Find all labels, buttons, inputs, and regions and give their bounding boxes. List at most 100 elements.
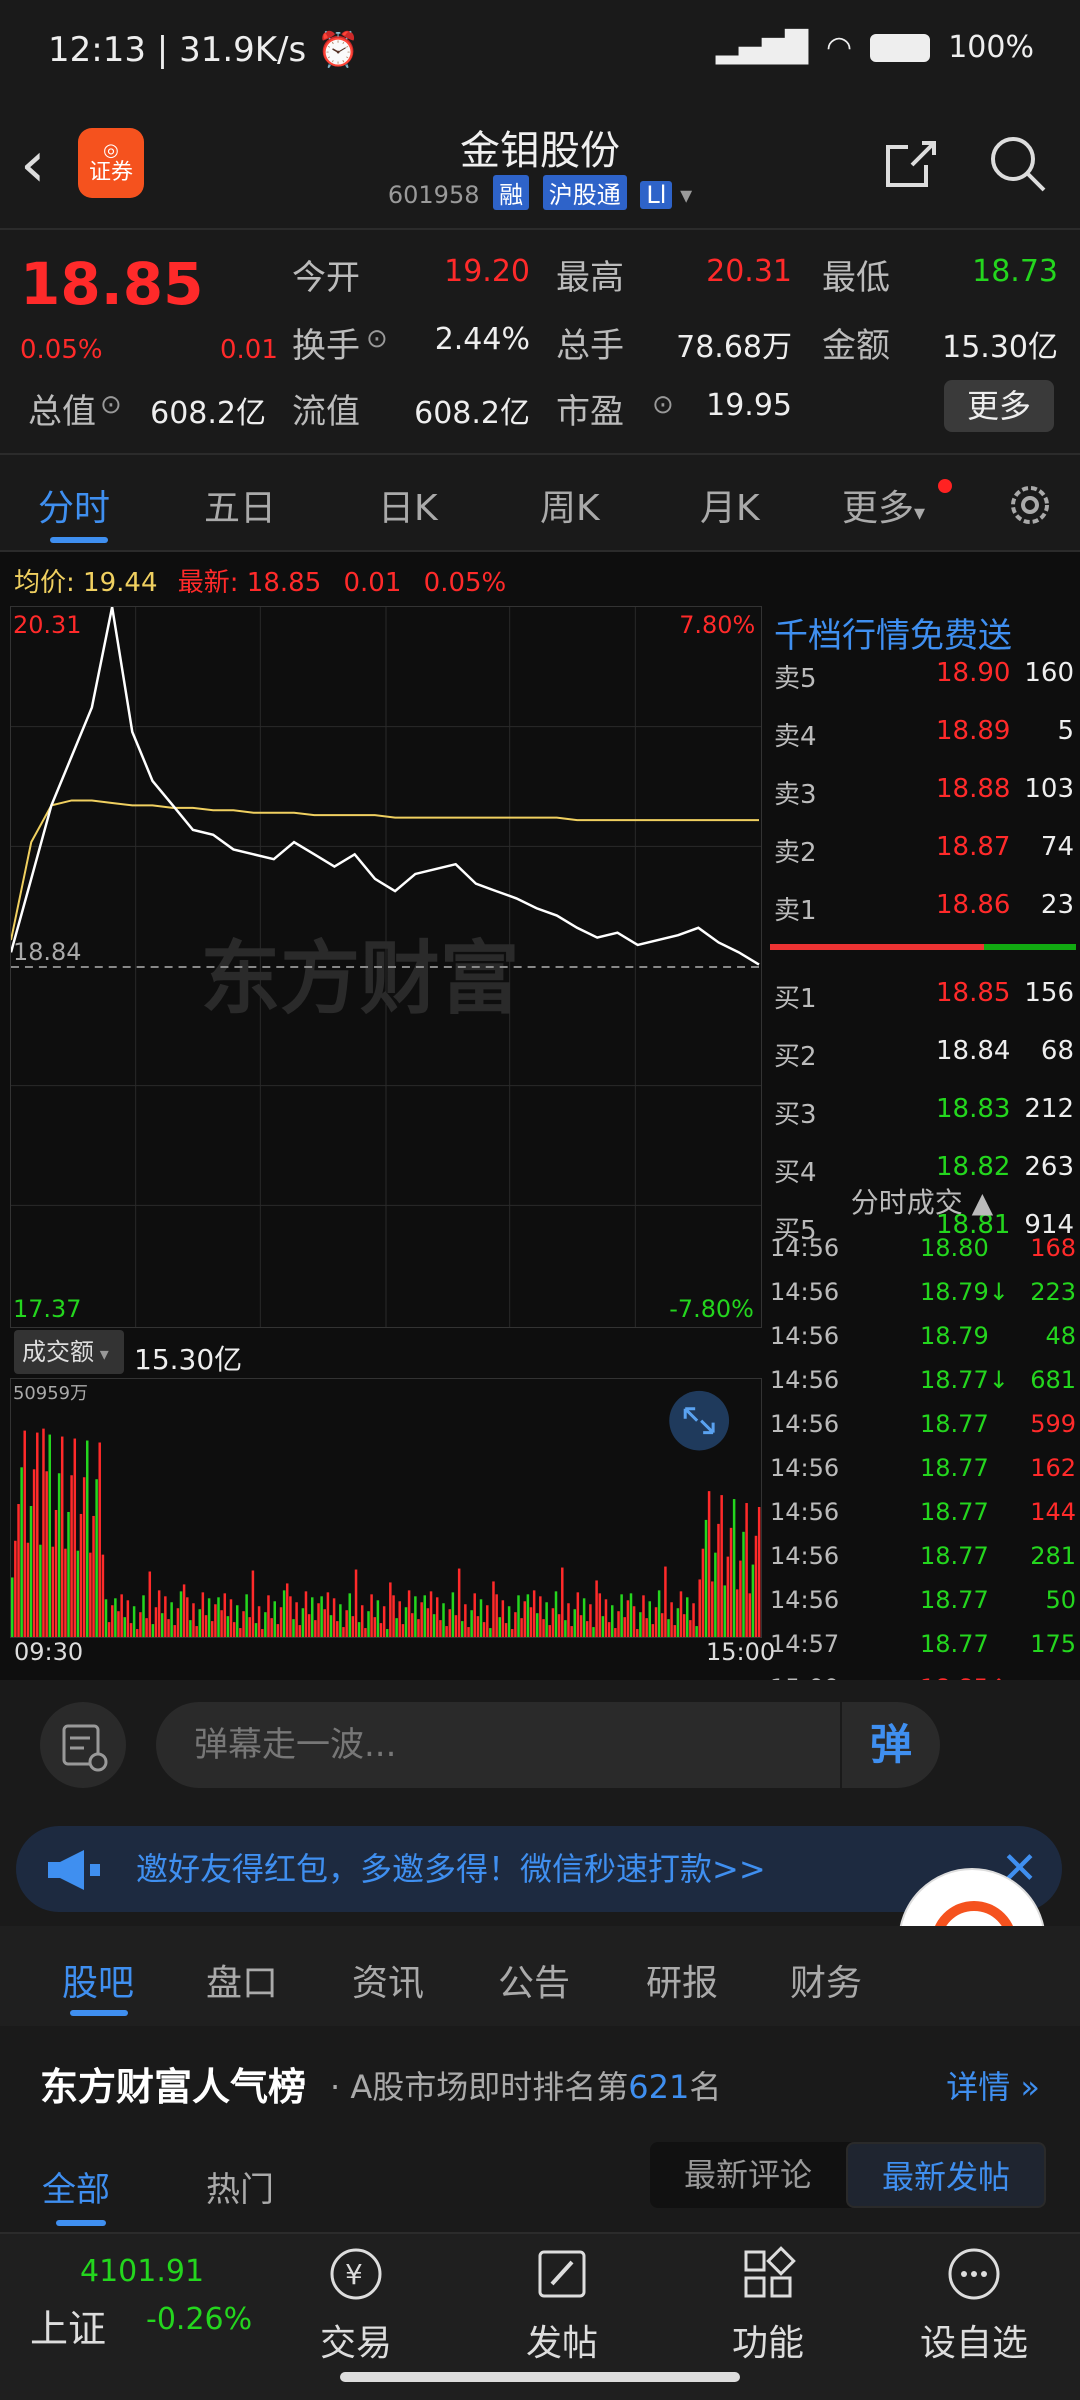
latest-label: 最新 bbox=[177, 568, 230, 598]
bid-row[interactable]: 买2 18.84 68 bbox=[774, 1036, 1074, 1080]
volume-bar bbox=[23, 1430, 26, 1637]
info-icon[interactable]: ⊙ bbox=[100, 390, 122, 420]
volume-bar bbox=[392, 1595, 395, 1637]
tab-five-day[interactable]: 五日 bbox=[204, 488, 277, 529]
search-icon[interactable] bbox=[986, 132, 1048, 194]
comment-settings-icon[interactable] bbox=[40, 1702, 126, 1788]
more-button[interactable]: 更多 bbox=[944, 380, 1054, 432]
tab-monthly-k[interactable]: 月K bbox=[700, 488, 760, 529]
intraday-price-chart[interactable]: 东方财富 20.31 7.80% 18.84 17.37 -7.80% bbox=[10, 606, 762, 1328]
nav-add-watchlist[interactable]: 设自选 bbox=[894, 2244, 1054, 2364]
trade-price: 18.79 bbox=[920, 1322, 989, 1350]
trade-row: 14:56 18.79 48 bbox=[770, 1322, 1076, 1366]
current-price: 18.85 bbox=[20, 250, 204, 318]
ask-row[interactable]: 卖5 18.90 160 bbox=[774, 658, 1074, 702]
tab-forum[interactable]: 股吧 bbox=[62, 1963, 135, 2004]
orderbook-promo-title[interactable]: 千档行情免费送 bbox=[774, 616, 1012, 656]
volume-bar bbox=[489, 1628, 492, 1637]
bid-row[interactable]: 买3 18.83 212 bbox=[774, 1094, 1074, 1138]
trade-price: 18.77 bbox=[920, 1586, 989, 1614]
gear-icon[interactable] bbox=[1004, 479, 1056, 531]
tab-handicap[interactable]: 盘口 bbox=[206, 1963, 279, 2004]
volume-bar bbox=[711, 1581, 714, 1637]
volume-bar bbox=[367, 1611, 370, 1637]
volume-bar bbox=[636, 1629, 639, 1637]
volume-selector[interactable]: 成交额 ▾ bbox=[14, 1330, 124, 1374]
volume-bar bbox=[251, 1570, 255, 1637]
tab-intraday[interactable]: 分时 bbox=[38, 488, 111, 529]
expand-button[interactable] bbox=[669, 1390, 730, 1451]
info-icon[interactable]: ⊙ bbox=[652, 390, 674, 420]
bid-label: 买4 bbox=[774, 1158, 817, 1188]
volume-bar bbox=[314, 1620, 317, 1637]
ask-row[interactable]: 卖2 18.87 74 bbox=[774, 832, 1074, 876]
volume-bar bbox=[542, 1619, 545, 1637]
ask-row[interactable]: 卖1 18.86 23 bbox=[774, 890, 1074, 934]
turnover-value: 2.44% bbox=[434, 322, 530, 357]
volume-bar bbox=[223, 1593, 227, 1637]
tab-news[interactable]: 资讯 bbox=[352, 1963, 425, 2004]
rank-detail-link[interactable]: 详情 » bbox=[946, 2068, 1040, 2106]
volume-bar bbox=[573, 1609, 577, 1637]
volume-bar bbox=[311, 1597, 314, 1637]
trade-row: 14:56 18.79↓ 223 bbox=[770, 1278, 1076, 1322]
trade-row: 14:56 18.80 168 bbox=[770, 1234, 1076, 1278]
rank-number: 621 bbox=[628, 2068, 690, 2106]
volume-bar bbox=[145, 1618, 148, 1637]
bid-row[interactable]: 买5 18.81 914 bbox=[774, 1210, 1074, 1254]
home-indicator[interactable] bbox=[340, 2372, 740, 2382]
volume-bar bbox=[714, 1552, 717, 1637]
stock-code: 601958 bbox=[387, 181, 480, 209]
bid-row[interactable]: 买1 18.85 156 bbox=[774, 978, 1074, 1022]
dropdown-icon[interactable]: ▾ bbox=[680, 181, 693, 209]
rank-brand: 东方财富人气榜 bbox=[40, 2065, 307, 2109]
trade-time: 14:56 bbox=[770, 1454, 840, 1482]
tab-daily-k[interactable]: 日K bbox=[378, 488, 438, 529]
danmu-input[interactable]: 弹幕走一波... 弹 bbox=[156, 1702, 940, 1788]
tab-announcements[interactable]: 公告 bbox=[498, 1963, 571, 2004]
volume-bar bbox=[545, 1602, 548, 1637]
volume-chart[interactable]: 50959万 bbox=[10, 1378, 762, 1638]
volume-bar bbox=[414, 1596, 417, 1637]
volume-bar bbox=[445, 1626, 448, 1637]
avg-label: 均价 bbox=[14, 568, 67, 598]
volume-bar bbox=[214, 1604, 217, 1637]
volume-bar bbox=[495, 1594, 498, 1637]
nav-functions[interactable]: 功能 bbox=[688, 2244, 848, 2364]
tab-finance[interactable]: 财务 bbox=[790, 1963, 863, 2004]
danmu-button[interactable]: 弹 bbox=[840, 1702, 940, 1788]
back-icon[interactable]: ‹ bbox=[20, 128, 46, 202]
brand-logo[interactable]: ◎ 证券 bbox=[78, 128, 144, 198]
volume-bar bbox=[464, 1604, 467, 1637]
ask-row[interactable]: 卖4 18.89 5 bbox=[774, 716, 1074, 760]
volume-bar bbox=[176, 1608, 180, 1637]
bid-label: 买3 bbox=[774, 1100, 817, 1130]
trade-price: 18.79↓ bbox=[920, 1278, 1009, 1306]
nav-trade[interactable]: ¥ 交易 bbox=[276, 2244, 436, 2364]
trade-volume: 162 bbox=[1030, 1454, 1076, 1482]
bid-row[interactable]: 买4 18.82 263 bbox=[774, 1152, 1074, 1196]
volume-bar bbox=[295, 1602, 298, 1637]
volume-bar bbox=[14, 1540, 17, 1637]
volume-value: 78.68万 bbox=[676, 330, 792, 365]
filter-all[interactable]: 全部 bbox=[42, 2170, 110, 2210]
invite-banner[interactable]: 邀好友得红包，多邀多得！微信秒速打款>> ✕ bbox=[16, 1826, 1062, 1912]
ask-volume: 74 bbox=[1040, 832, 1074, 862]
trades-header[interactable]: 分时成交 ▲ bbox=[850, 1186, 994, 1219]
volume-bar bbox=[323, 1609, 326, 1637]
sort-latest-posts[interactable]: 最新发帖 bbox=[846, 2142, 1046, 2208]
ask-price: 18.90 bbox=[936, 658, 1011, 688]
volume-bar bbox=[89, 1552, 92, 1637]
sort-latest-reviews[interactable]: 最新评论 bbox=[683, 2156, 812, 2194]
volume-bar bbox=[360, 1605, 364, 1637]
nav-post[interactable]: 发帖 bbox=[482, 2244, 642, 2364]
tab-weekly-k[interactable]: 周K bbox=[540, 488, 600, 529]
info-icon[interactable]: ⊙ bbox=[366, 324, 388, 354]
tab-more[interactable]: 更多▾ bbox=[842, 488, 926, 529]
ask-row[interactable]: 卖3 18.88 103 bbox=[774, 774, 1074, 818]
filter-hot[interactable]: 热门 bbox=[206, 2170, 274, 2210]
volume-bar bbox=[82, 1477, 86, 1637]
tab-research[interactable]: 研报 bbox=[646, 1963, 719, 2004]
volume-bar bbox=[298, 1625, 302, 1637]
share-icon[interactable] bbox=[882, 135, 938, 191]
